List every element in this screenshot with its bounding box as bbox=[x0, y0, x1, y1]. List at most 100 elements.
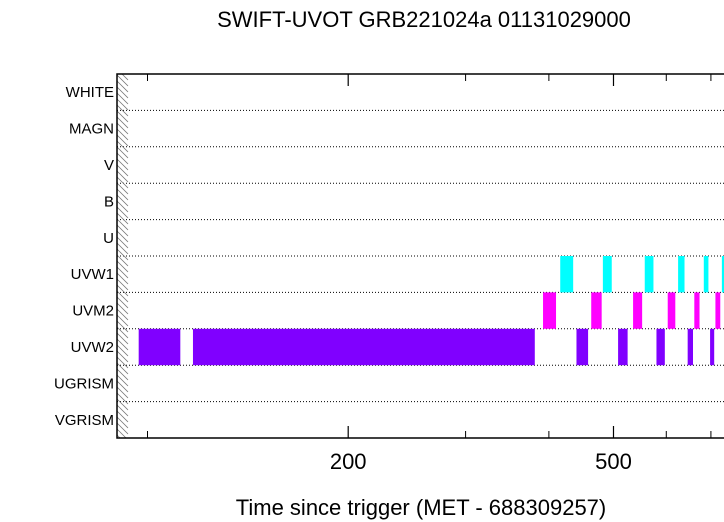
exposure-bar-uvm2 bbox=[591, 292, 602, 329]
filter-label: V bbox=[104, 157, 114, 174]
hatch-line bbox=[116, 320, 129, 333]
hatched-left-margin bbox=[116, 73, 129, 439]
exposure-bar-uvw2 bbox=[656, 328, 665, 366]
hatch-line bbox=[116, 134, 129, 147]
hatch-line bbox=[116, 224, 129, 237]
hatch-line bbox=[116, 260, 129, 273]
filter-label: UVW1 bbox=[71, 266, 114, 283]
exposure-bar-uvw2 bbox=[576, 328, 589, 366]
hatch-line bbox=[116, 164, 129, 177]
hatch-line bbox=[116, 152, 129, 165]
x-tick-label: 500 bbox=[595, 449, 632, 474]
exposure-bar-uvm2 bbox=[633, 292, 643, 329]
exposure-bar-uvm2 bbox=[694, 292, 700, 329]
hatch-line bbox=[116, 410, 129, 423]
filter-label: MAGN bbox=[69, 121, 114, 138]
hatch-line bbox=[116, 362, 129, 375]
exposure-bar-uvw1 bbox=[721, 256, 724, 293]
filter-label: UVM2 bbox=[72, 303, 114, 320]
hatch-line bbox=[116, 182, 129, 195]
hatch-line bbox=[116, 356, 129, 369]
hatch-line bbox=[116, 416, 129, 429]
hatch-line bbox=[116, 332, 129, 345]
hatch-line bbox=[116, 326, 129, 339]
hatch-line bbox=[116, 146, 129, 159]
hatch-line bbox=[116, 368, 129, 381]
hatch-line bbox=[116, 422, 129, 435]
exposure-bar-uvw1 bbox=[560, 256, 574, 293]
hatch-line bbox=[116, 266, 129, 279]
hatch-line bbox=[116, 206, 129, 219]
hatch-line bbox=[116, 128, 129, 141]
hatch-line bbox=[116, 170, 129, 183]
hatch-line bbox=[116, 350, 129, 363]
filter-label: U bbox=[103, 230, 114, 247]
exposure-bar-uvw1 bbox=[678, 256, 685, 293]
filter-label: UVW2 bbox=[71, 339, 114, 356]
exposure-bars bbox=[138, 256, 724, 366]
hatch-line bbox=[116, 338, 129, 351]
exposure-bar-uvw1 bbox=[602, 256, 612, 293]
hatch-line bbox=[116, 272, 129, 285]
exposure-bar-uvm2 bbox=[715, 292, 721, 329]
chart-title: SWIFT-UVOT GRB221024a 01131029000 bbox=[217, 7, 631, 32]
exposure-bar-uvm2 bbox=[543, 292, 557, 329]
filter-label: UGRISM bbox=[54, 375, 114, 392]
hatch-line bbox=[116, 248, 129, 261]
hatch-line bbox=[116, 290, 129, 303]
hatch-line bbox=[116, 80, 129, 93]
exposure-bar-uvw1 bbox=[703, 256, 709, 293]
hatch-line bbox=[116, 98, 129, 111]
x-tick-labels: 200 500 bbox=[330, 449, 632, 474]
plot-frame bbox=[116, 73, 724, 439]
hatch-line bbox=[116, 116, 129, 129]
hatch-line bbox=[116, 92, 129, 105]
hatch-line bbox=[116, 104, 129, 117]
hatch-line bbox=[116, 236, 129, 249]
hatch-line bbox=[116, 158, 129, 171]
hatch-line bbox=[116, 230, 129, 243]
hatch-line bbox=[116, 380, 129, 393]
x-axis-ticks bbox=[147, 74, 712, 438]
exposure-bar-uvw2 bbox=[192, 328, 535, 366]
exposure-bar-uvw2 bbox=[618, 328, 628, 366]
hatch-line bbox=[116, 386, 129, 399]
hatch-line bbox=[116, 254, 129, 267]
filter-label: VGRISM bbox=[55, 412, 114, 429]
hatch-line bbox=[116, 374, 129, 387]
hatch-line bbox=[116, 194, 129, 207]
hatch-line bbox=[116, 200, 129, 213]
filter-label: B bbox=[104, 193, 114, 210]
hatch-line bbox=[116, 296, 129, 309]
x-axis-label: Time since trigger (MET - 688309257) bbox=[236, 495, 607, 520]
hatch-line bbox=[116, 212, 129, 225]
hatch-line bbox=[116, 242, 129, 255]
hatch-line bbox=[116, 398, 129, 411]
hatch-line bbox=[116, 74, 129, 87]
hatch-line bbox=[116, 122, 129, 135]
x-tick-label: 200 bbox=[330, 449, 367, 474]
exposure-bar-uvw1 bbox=[644, 256, 654, 293]
filter-label: WHITE bbox=[66, 84, 114, 101]
hatch-line bbox=[116, 284, 129, 297]
hatch-line bbox=[116, 140, 129, 153]
hatch-line bbox=[116, 392, 129, 405]
hatch-line bbox=[116, 110, 129, 123]
hatch-line bbox=[116, 404, 129, 417]
hatch-line bbox=[116, 278, 129, 291]
hatch-line bbox=[116, 302, 129, 315]
filter-labels: WHITE MAGN V B U UVW1 UVM2 UVW2 UGRISM VGRISM bbox=[54, 84, 114, 429]
hatch-line bbox=[116, 314, 129, 327]
hatch-line bbox=[116, 218, 129, 231]
hatch-line bbox=[116, 344, 129, 357]
hatch-line bbox=[116, 188, 129, 201]
hatch-line bbox=[116, 86, 129, 99]
hatch-line bbox=[121, 73, 129, 81]
hatch-line bbox=[116, 176, 129, 189]
exposure-bar-uvw2 bbox=[687, 328, 693, 366]
exposure-bar-uvm2 bbox=[667, 292, 676, 329]
exposure-bar-uvw2 bbox=[710, 328, 715, 366]
hatch-line bbox=[116, 428, 127, 439]
exposure-bar-uvw2 bbox=[138, 328, 181, 366]
